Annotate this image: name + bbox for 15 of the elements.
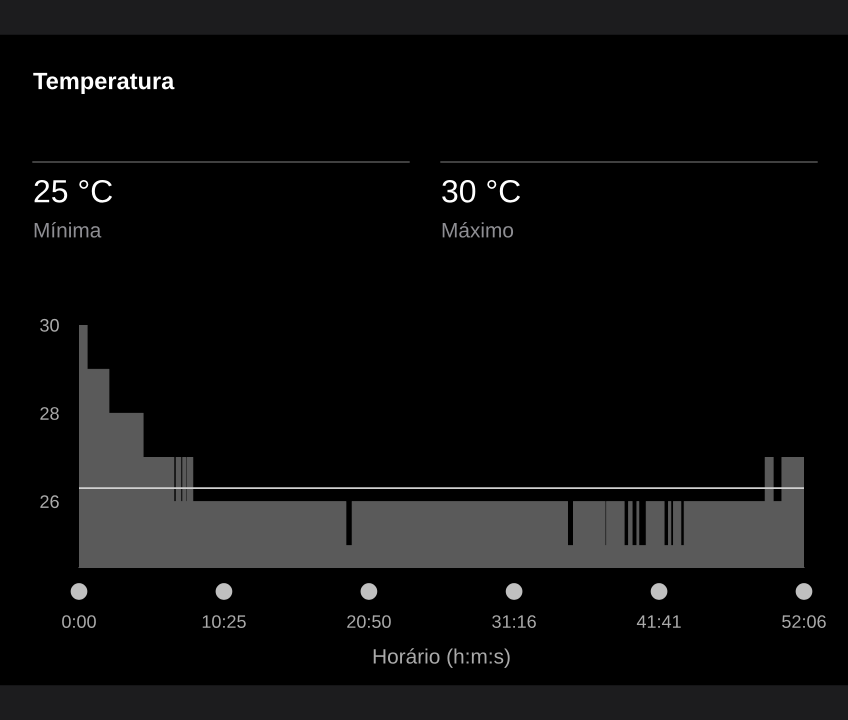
text: 25 °C xyxy=(34,180,112,203)
x-tick-label: 31:16 xyxy=(492,615,536,628)
x-tick-label: 10:25 xyxy=(202,615,246,628)
x-axis-title: Horário (h:m:s) xyxy=(374,648,510,668)
y-tick-label: 28 xyxy=(40,407,59,420)
x-tick-label: 52:06 xyxy=(782,615,826,628)
text: Mínima xyxy=(34,222,102,238)
text: 30 °C xyxy=(442,180,520,203)
x-tick-label: 20:50 xyxy=(347,615,391,628)
text: Máximo xyxy=(442,222,514,238)
chart-title: Temperatura xyxy=(33,72,174,94)
x-tick-label: 0:00 xyxy=(62,615,96,628)
y-tick-label: 26 xyxy=(40,495,59,508)
y-tick-label: 30 xyxy=(40,318,59,332)
x-tick-label: 41:41 xyxy=(636,615,681,628)
